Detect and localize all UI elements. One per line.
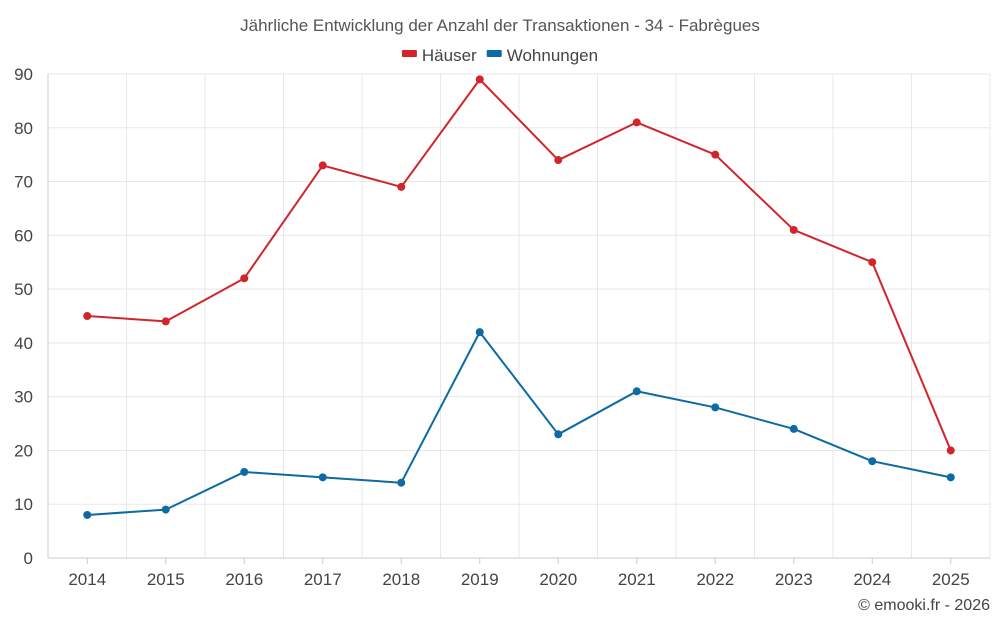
data-point[interactable] [789, 424, 798, 433]
data-point[interactable] [318, 473, 327, 482]
grid [47, 73, 991, 559]
x-tick-label: 2014 [68, 570, 106, 589]
x-tick-label: 2021 [618, 570, 656, 589]
y-tick-label: 90 [14, 65, 33, 84]
y-tick-label: 80 [14, 119, 33, 138]
y-tick-label: 10 [14, 495, 33, 514]
credit-text: © emooki.fr - 2026 [858, 597, 990, 614]
x-tick-label: 2023 [775, 570, 813, 589]
data-point[interactable] [632, 387, 641, 396]
data-point[interactable] [554, 156, 563, 165]
legend-item[interactable]: Wohnungen [486, 46, 598, 65]
x-tick-label: 2022 [696, 570, 734, 589]
legend-swatch [486, 50, 502, 57]
x-tick-label: 2025 [932, 570, 970, 589]
y-tick-label: 60 [14, 226, 33, 245]
series-wohnungen [83, 328, 955, 519]
x-tick-label: 2024 [853, 570, 891, 589]
data-point[interactable] [161, 317, 170, 326]
data-point[interactable] [711, 403, 720, 412]
y-tick-label: 40 [14, 334, 33, 353]
x-tick-label: 2019 [461, 570, 499, 589]
y-tick-label: 30 [14, 388, 33, 407]
x-tick-label: 2020 [539, 570, 577, 589]
y-tick-label: 50 [14, 280, 33, 299]
x-axis: 2014 2015 2016 2017 2018 2019 2020 2021 2022 2023… [48, 557, 990, 589]
data-point[interactable] [868, 457, 877, 466]
data-point[interactable] [946, 446, 955, 455]
y-tick-label: 70 [14, 173, 33, 192]
y-tick-label: 0 [24, 549, 33, 568]
y-axis: 0 10 20 30 40 50 60 70 80 90 [14, 65, 49, 568]
data-point[interactable] [240, 274, 249, 283]
x-tick-label: 2017 [304, 570, 342, 589]
series-haeuser [83, 75, 955, 455]
data-point[interactable] [475, 75, 484, 84]
data-point[interactable] [240, 467, 249, 476]
legend-swatch [401, 50, 417, 57]
y-tick-label: 20 [14, 441, 33, 460]
x-tick-label: 2015 [147, 570, 185, 589]
legend-label: Wohnungen [507, 46, 598, 65]
data-point[interactable] [83, 510, 92, 519]
chart-title: Jährliche Entwicklung der Anzahl der Tra… [240, 16, 760, 35]
series-line [87, 331, 951, 516]
legend-label: Häuser [422, 46, 477, 65]
data-point[interactable] [318, 161, 327, 170]
data-point[interactable] [789, 225, 798, 234]
data-point[interactable] [83, 312, 92, 320]
data-point[interactable] [632, 118, 641, 127]
data-point[interactable] [868, 258, 877, 267]
data-point[interactable] [475, 328, 484, 337]
legend: Häuser Wohnungen [401, 46, 598, 65]
data-point[interactable] [397, 478, 406, 487]
data-point[interactable] [946, 473, 955, 482]
data-point[interactable] [397, 182, 406, 191]
x-tick-label: 2016 [225, 570, 263, 589]
legend-item[interactable]: Häuser [401, 46, 477, 65]
data-point[interactable] [711, 150, 720, 159]
series-line [87, 78, 952, 451]
series-layer [83, 75, 955, 519]
data-point[interactable] [161, 505, 170, 514]
x-tick-label: 2018 [382, 570, 420, 589]
data-point[interactable] [554, 430, 563, 439]
